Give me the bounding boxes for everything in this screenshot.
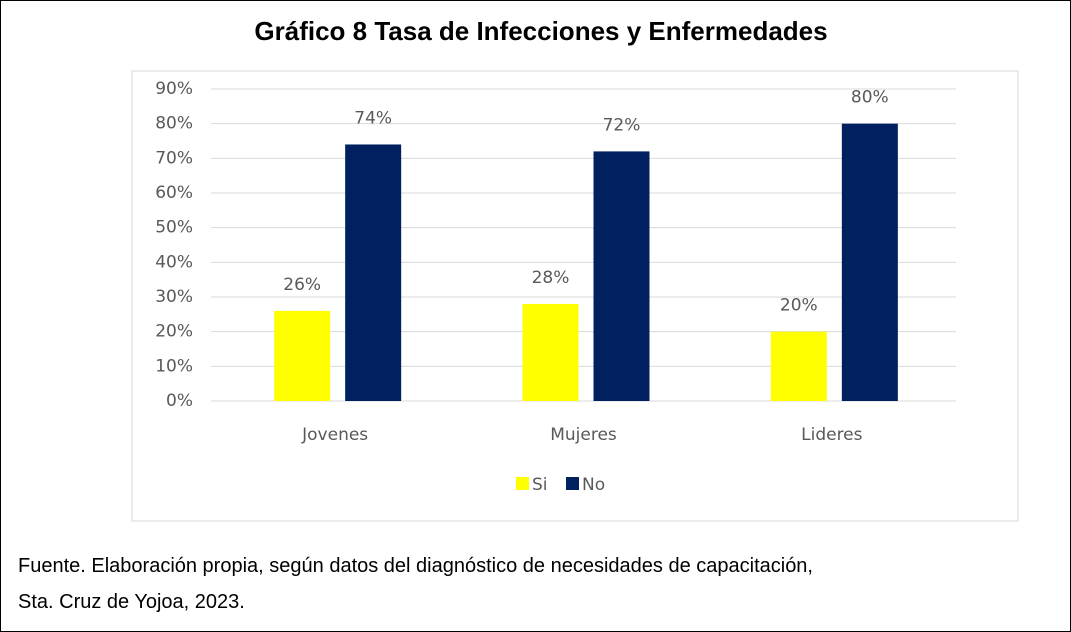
y-tick-label: 30% <box>155 287 193 307</box>
legend-label: No <box>582 475 605 495</box>
data-label: 28% <box>532 268 570 288</box>
bar <box>770 331 827 401</box>
legend-label: Si <box>532 475 548 495</box>
bar <box>345 144 402 401</box>
legend-swatch <box>566 477 579 490</box>
data-label: 74% <box>354 108 392 128</box>
chart-title: Gráfico 8 Tasa de Infecciones y Enfermed… <box>254 16 827 46</box>
y-tick-label: 0% <box>166 391 193 411</box>
y-tick-label: 60% <box>155 183 193 203</box>
y-tick-label: 50% <box>155 218 193 238</box>
y-tick-label: 20% <box>155 322 193 342</box>
bar <box>522 303 579 401</box>
legend-swatch <box>516 477 529 490</box>
y-tick-label: 70% <box>155 148 193 168</box>
chart: Gráfico 8 Tasa de Infecciones y Enfermed… <box>131 16 1019 522</box>
bar <box>593 151 650 401</box>
data-label: 80% <box>851 88 889 108</box>
caption-line: Fuente. Elaboración propia, según datos … <box>18 555 813 577</box>
bar <box>274 310 331 401</box>
x-tick-label: Lideres <box>801 425 863 445</box>
x-tick-label: Jovenes <box>301 425 368 445</box>
y-tick-label: 90% <box>155 79 193 99</box>
data-label: 20% <box>780 296 818 316</box>
y-tick-label: 10% <box>155 356 193 376</box>
y-tick-label: 40% <box>155 252 193 272</box>
bar <box>841 123 898 402</box>
data-label: 72% <box>603 115 641 135</box>
y-tick-label: 80% <box>155 114 193 134</box>
caption-line: Sta. Cruz de Yojoa, 2023. <box>18 591 245 613</box>
data-label: 26% <box>283 275 321 295</box>
x-tick-label: Mujeres <box>550 425 617 445</box>
